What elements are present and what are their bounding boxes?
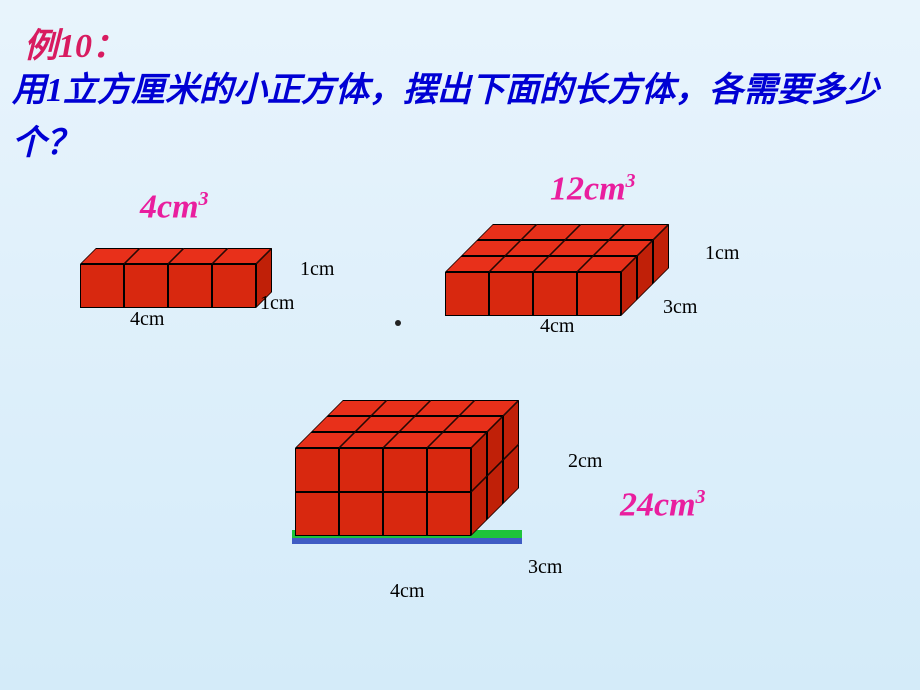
fig3-length: 4cm (390, 580, 424, 603)
fig1-height: 1cm (300, 258, 334, 281)
fig3-height: 2cm (568, 450, 602, 473)
fig3-width: 3cm (528, 556, 562, 579)
fig2-length: 4cm (540, 315, 574, 338)
fig1-length: 4cm (130, 308, 164, 331)
question-text: 用1立方厘米的小正方体，摆出下面的长方体，各需要多少个？ (12, 65, 892, 170)
fig2-height: 1cm (705, 242, 739, 265)
volume-label-1: 4cm3 (140, 188, 209, 226)
marker-dot (395, 320, 401, 326)
cuboid-2 (445, 224, 673, 320)
fig1-width: 1cm (260, 292, 294, 315)
cuboid-1 (80, 248, 276, 312)
volume-label-3: 24cm3 (620, 486, 706, 524)
cuboid-3 (295, 400, 523, 540)
fig2-width: 3cm (663, 296, 697, 319)
example-label: 例10： (24, 18, 126, 67)
volume-label-2: 12cm3 (550, 170, 636, 208)
